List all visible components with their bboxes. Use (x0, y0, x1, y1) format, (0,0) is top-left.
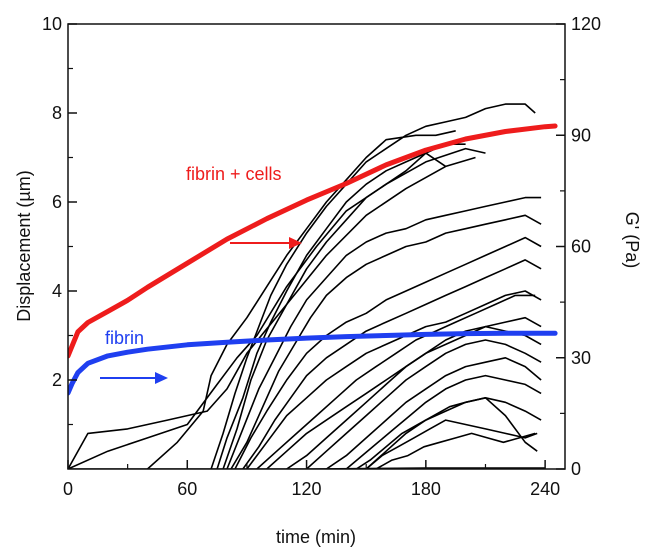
arrow-fibrin-cells (230, 237, 302, 249)
displacement-trace-4 (210, 103, 536, 469)
y2-tick-label: 0 (571, 459, 581, 479)
displacement-trace-15 (306, 339, 542, 469)
displacement-trace-17 (345, 374, 542, 469)
x-tick-label: 60 (177, 479, 197, 499)
displacement-trace-5 (216, 143, 466, 469)
displacement-trace-20 (365, 397, 538, 469)
x-tick-label: 120 (292, 479, 322, 499)
y-axis-right: 0 30 60 90 120 (556, 14, 601, 479)
x-tick-label: 240 (530, 479, 560, 499)
displacement-trace-6 (222, 152, 447, 469)
y2-tick-label: 60 (571, 237, 591, 257)
displacement-trace-10 (242, 259, 542, 469)
arrow-fibrin (100, 372, 168, 384)
x-axis-label: time (min) (276, 527, 356, 547)
displacement-trace-8 (230, 214, 542, 469)
y2-tick-label: 120 (571, 14, 601, 34)
displacement-trace-21 (375, 432, 536, 469)
displacement-trace-22 (68, 467, 546, 469)
y-tick-label: 4 (52, 281, 62, 301)
modulus-series (68, 123, 558, 396)
displacement-trace-9 (234, 236, 542, 469)
x-tick-label: 180 (411, 479, 441, 499)
displacement-trace-11 (246, 290, 542, 469)
displacement-traces (68, 103, 546, 469)
y2-tick-label: 90 (571, 125, 591, 145)
series-line-fibrin-cells (68, 123, 558, 359)
annotation-fibrin-cells: fibrin + cells (186, 164, 282, 184)
x-tick-label: 0 (63, 479, 73, 499)
x-axis: 0 60 120 180 240 (63, 460, 560, 499)
y2-tick-label: 30 (571, 348, 591, 368)
y-tick-label: 8 (52, 103, 62, 123)
displacement-trace-1 (68, 156, 476, 469)
displacement-trace-16 (325, 357, 542, 469)
series-line-fibrin (68, 330, 558, 396)
y-axis-label: Displacement (µm) (14, 170, 34, 321)
displacement-trace-14 (286, 325, 542, 469)
displacement-trace-12 (256, 294, 536, 469)
y-axis-left: 2 4 6 8 10 (42, 14, 77, 426)
y-tick-label: 10 (42, 14, 62, 34)
displacement-trace-19 (365, 419, 538, 469)
displacement-trace-2 (68, 147, 486, 469)
displacement-trace-7 (226, 196, 542, 469)
y2-axis-label: G' (Pa) (622, 212, 642, 268)
annotation-fibrin: fibrin (105, 328, 144, 348)
y-tick-label: 6 (52, 192, 62, 212)
y-tick-label: 2 (52, 370, 62, 390)
displacement-trace-18 (355, 397, 542, 469)
